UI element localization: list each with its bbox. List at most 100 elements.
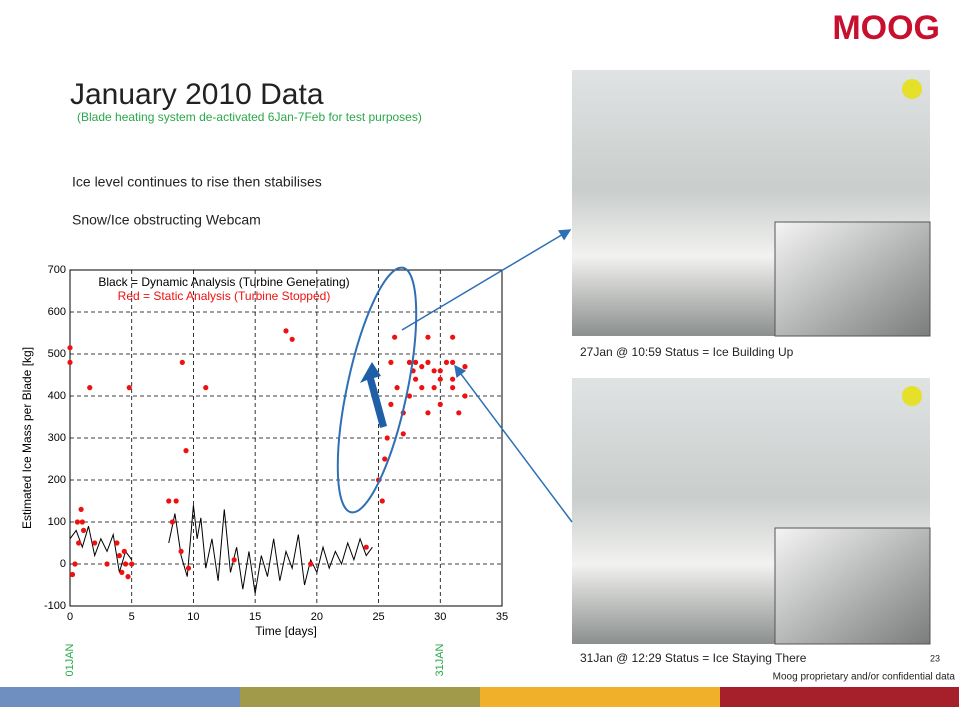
data-point [425, 410, 430, 415]
data-point [203, 385, 208, 390]
data-point [122, 549, 127, 554]
x-tick-label: 5 [129, 611, 135, 623]
data-point [462, 364, 467, 369]
data-point [432, 385, 437, 390]
y-tick-label: 600 [48, 306, 66, 318]
data-point [67, 345, 72, 350]
sun-marker [902, 79, 922, 99]
webcam-inset [775, 528, 930, 644]
data-point [114, 540, 119, 545]
data-point [382, 456, 387, 461]
legend-entry: Black = Dynamic Analysis (Turbine Genera… [98, 275, 349, 289]
data-point [183, 448, 188, 453]
data-point [385, 435, 390, 440]
data-point [462, 393, 467, 398]
x-tick-label: 15 [249, 611, 261, 623]
data-point [178, 549, 183, 554]
x-tick-label: 0 [67, 611, 73, 623]
data-point [419, 364, 424, 369]
title: January 2010 Data [70, 78, 324, 111]
data-point [166, 498, 171, 503]
data-point [394, 385, 399, 390]
data-point [119, 570, 124, 575]
data-point [388, 402, 393, 407]
y-tick-label: 100 [48, 516, 66, 528]
data-point [425, 360, 430, 365]
y-tick-label: 200 [48, 474, 66, 486]
y-tick-label: 500 [48, 348, 66, 360]
data-point [432, 368, 437, 373]
data-point [456, 410, 461, 415]
band [240, 687, 480, 707]
data-point [450, 377, 455, 382]
band [0, 687, 240, 707]
band [720, 687, 959, 707]
bullet: Ice level continues to rise then stabili… [72, 174, 322, 190]
data-point [232, 557, 237, 562]
data-point [75, 519, 80, 524]
data-point [72, 561, 77, 566]
x-axis-label: Time [days] [255, 624, 317, 638]
data-point [438, 368, 443, 373]
footer: Moog proprietary and/or confidential dat… [773, 672, 956, 683]
y-tick-label: 400 [48, 390, 66, 402]
data-point [123, 561, 128, 566]
data-point [450, 360, 455, 365]
x-tick-label: 10 [187, 611, 199, 623]
y-tick-label: -100 [44, 600, 66, 612]
webcam-inset [775, 222, 930, 336]
data-point [92, 540, 97, 545]
data-point [413, 360, 418, 365]
x-tick-label: 35 [496, 611, 508, 623]
data-point [425, 335, 430, 340]
data-point [450, 385, 455, 390]
page-number: 23 [930, 653, 940, 663]
data-point [401, 431, 406, 436]
caption: 31Jan @ 12:29 Status = Ice Staying There [580, 651, 807, 665]
y-axis-label: Estimated Ice Mass per Blade [kg] [20, 347, 34, 529]
caption: 27Jan @ 10:59 Status = Ice Building Up [580, 345, 794, 359]
data-point [104, 561, 109, 566]
data-point [180, 360, 185, 365]
legend-entry: Red = Static Analysis (Turbine Stopped) [118, 289, 331, 303]
x-tick-label: 20 [311, 611, 323, 623]
data-point [438, 402, 443, 407]
data-point [129, 561, 134, 566]
data-point [174, 498, 179, 503]
date-annotation: 01JAN [64, 643, 76, 676]
data-point [76, 540, 81, 545]
bullet: Snow/Ice obstructing Webcam [72, 212, 261, 228]
data-point [413, 377, 418, 382]
logo: MOOG [832, 9, 940, 47]
data-point [388, 360, 393, 365]
x-tick-label: 30 [434, 611, 446, 623]
data-point [79, 507, 84, 512]
data-point [450, 335, 455, 340]
y-tick-label: 700 [48, 264, 66, 276]
data-point [290, 337, 295, 342]
data-point [364, 545, 369, 550]
band [480, 687, 720, 707]
data-point [380, 498, 385, 503]
data-point [87, 385, 92, 390]
data-point [80, 519, 85, 524]
sun-marker [902, 386, 922, 406]
x-tick-label: 25 [372, 611, 384, 623]
data-point [186, 566, 191, 571]
subtitle: (Blade heating system de-activated 6Jan-… [77, 110, 422, 124]
data-point [125, 574, 130, 579]
data-point [170, 519, 175, 524]
y-tick-label: 300 [48, 432, 66, 444]
data-point [67, 360, 72, 365]
data-point [117, 553, 122, 558]
data-point [392, 335, 397, 340]
data-point [70, 572, 75, 577]
data-point [419, 385, 424, 390]
y-tick-label: 0 [60, 558, 66, 570]
data-point [444, 360, 449, 365]
data-point [81, 528, 86, 533]
data-point [127, 385, 132, 390]
data-point [438, 377, 443, 382]
date-annotation: 31JAN [434, 643, 446, 676]
